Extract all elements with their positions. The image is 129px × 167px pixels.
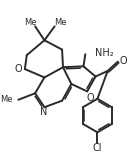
Text: O: O	[15, 64, 22, 74]
Text: Me: Me	[54, 18, 66, 27]
Text: Me: Me	[0, 95, 13, 104]
Text: O: O	[86, 93, 94, 103]
Text: O: O	[120, 56, 127, 66]
Text: Cl: Cl	[93, 143, 102, 153]
Text: NH₂: NH₂	[95, 48, 113, 58]
Text: Me: Me	[24, 18, 37, 27]
Text: N: N	[40, 107, 47, 117]
